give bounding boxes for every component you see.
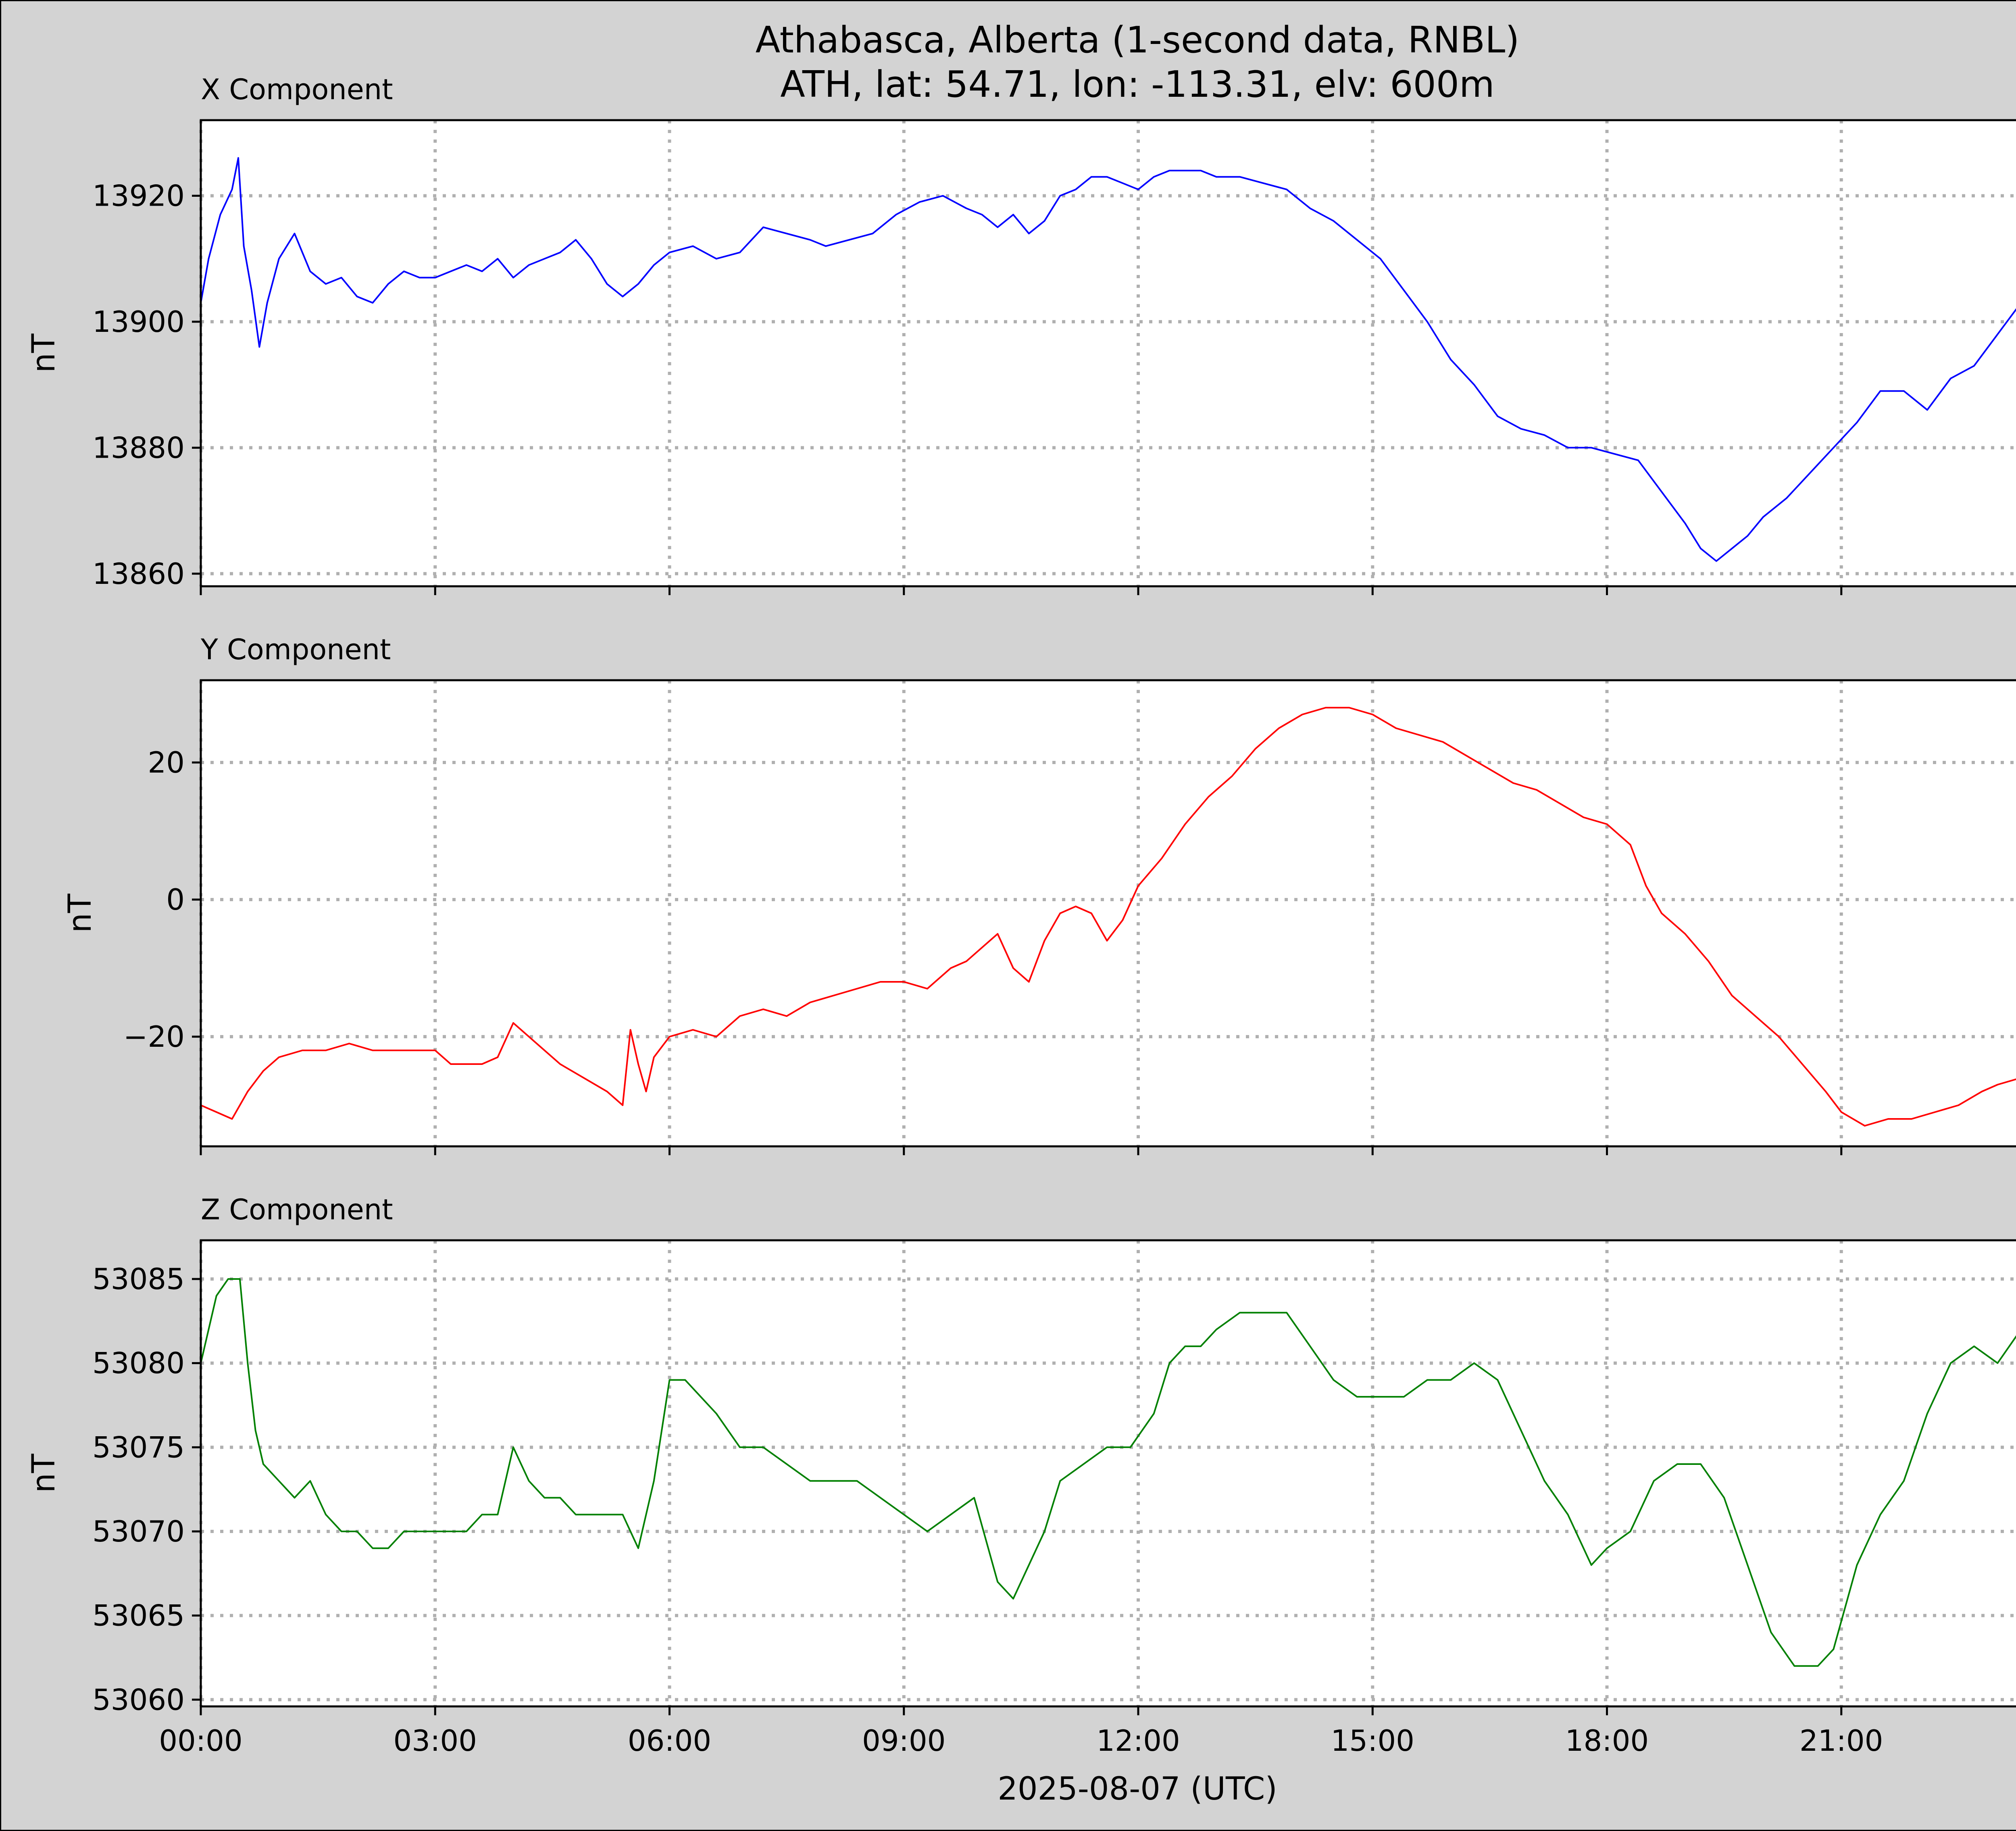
y-tick-label: −20 bbox=[123, 1020, 185, 1054]
y-tick-label: 20 bbox=[148, 746, 185, 779]
panel-3: 53060 53065 53070 53075 53080 53085 00:00 03:00… bbox=[26, 1193, 2016, 1758]
x-tick-label: 15:00 bbox=[1331, 1724, 1415, 1758]
plot-area bbox=[201, 680, 2016, 1146]
plot-area bbox=[201, 1240, 2016, 1706]
y-axis-label: nT bbox=[26, 1454, 62, 1493]
panel-title: Y Component bbox=[200, 633, 391, 666]
x-tick-label: 00:00 bbox=[159, 1724, 243, 1758]
x-tick-label: 09:00 bbox=[862, 1724, 946, 1758]
plot-area bbox=[201, 120, 2016, 586]
panels: 13860 13880 13900 13920 X Component nT −20 0 20 Y… bbox=[26, 73, 2016, 1758]
y-tick-label: 53085 bbox=[92, 1262, 185, 1296]
data-line bbox=[200, 707, 2016, 1127]
figure-subtitle: ATH, lat: 54.71, lon: -113.31, elv: 600m bbox=[780, 63, 1494, 106]
y-tick-label: 53065 bbox=[92, 1599, 185, 1633]
y-tick-label: 53060 bbox=[92, 1683, 185, 1716]
panel-title: X Component bbox=[201, 73, 393, 106]
y-tick-label: 13900 bbox=[92, 305, 185, 339]
y-tick-label: 13860 bbox=[92, 557, 185, 591]
x-tick-label: 18:00 bbox=[1565, 1724, 1649, 1758]
y-tick-label: 53080 bbox=[92, 1346, 185, 1380]
x-tick-label: 21:00 bbox=[1799, 1724, 1883, 1758]
y-axis-label: nT bbox=[26, 333, 62, 373]
panel-title: Z Component bbox=[201, 1193, 393, 1226]
panel-1: 13860 13880 13900 13920 X Component nT bbox=[26, 73, 2016, 595]
y-tick-label: 53070 bbox=[92, 1514, 185, 1548]
data-line bbox=[200, 1278, 2016, 1667]
y-tick-label: 13880 bbox=[92, 431, 185, 465]
figure-title: Athabasca, Alberta (1-second data, RNBL) bbox=[756, 19, 1520, 61]
panel-2: −20 0 20 Y Component nT bbox=[62, 633, 2016, 1155]
data-line bbox=[200, 157, 2016, 562]
x-tick-label: 03:00 bbox=[394, 1724, 477, 1758]
y-axis-label: nT bbox=[62, 894, 98, 933]
x-tick-label: 12:00 bbox=[1096, 1724, 1180, 1758]
x-axis-label: 2025-08-07 (UTC) bbox=[998, 1771, 1277, 1807]
y-tick-label: 0 bbox=[166, 883, 185, 917]
x-tick-label: 06:00 bbox=[628, 1724, 712, 1758]
y-tick-label: 13920 bbox=[92, 179, 185, 212]
y-tick-label: 53075 bbox=[92, 1430, 185, 1464]
